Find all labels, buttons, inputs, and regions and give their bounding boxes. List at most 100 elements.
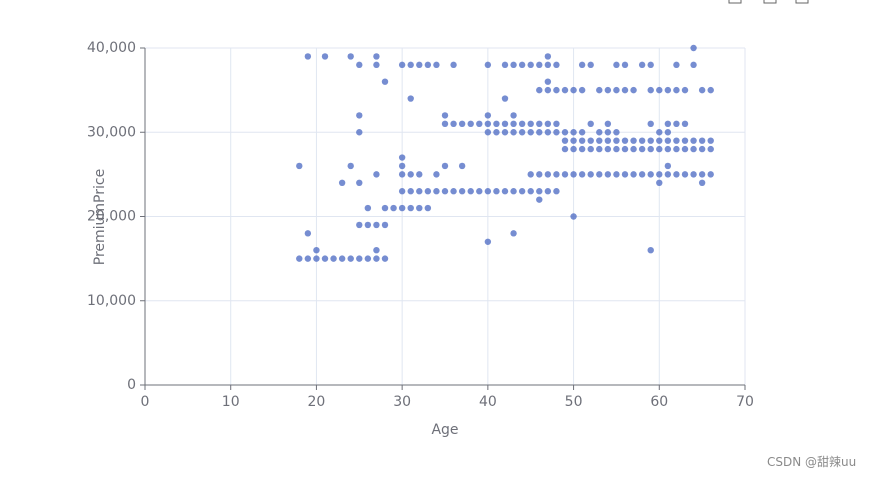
- y-tick-label: 20,000: [87, 209, 136, 225]
- point: [698, 145, 706, 153]
- point: [570, 145, 577, 153]
- point: [664, 137, 672, 144]
- point: [501, 129, 509, 136]
- point: [458, 120, 466, 128]
- point: [596, 171, 603, 178]
- point: [458, 188, 466, 195]
- point: [656, 129, 663, 136]
- point: [681, 137, 689, 144]
- point: [553, 120, 560, 128]
- point: [656, 145, 663, 153]
- point: [398, 162, 406, 170]
- point: [338, 255, 346, 262]
- point: [407, 204, 414, 212]
- point: [544, 129, 552, 136]
- y-tick-label: 0: [127, 377, 136, 393]
- point: [561, 129, 569, 136]
- point: [613, 171, 620, 178]
- point: [441, 112, 449, 119]
- point: [441, 162, 449, 170]
- point: [613, 61, 620, 69]
- point: [356, 129, 363, 136]
- point: [536, 120, 543, 128]
- point: [398, 204, 406, 212]
- point: [613, 129, 620, 136]
- point: [321, 53, 329, 60]
- x-tick-label: 10: [222, 394, 240, 410]
- point: [510, 188, 517, 195]
- point: [364, 255, 372, 262]
- point: [476, 120, 483, 128]
- point: [681, 171, 689, 178]
- point: [493, 120, 500, 128]
- point: [544, 188, 552, 195]
- point: [518, 129, 526, 136]
- point: [673, 86, 680, 94]
- point: [373, 255, 380, 262]
- point: [587, 120, 594, 128]
- point: [467, 188, 474, 195]
- point: [570, 86, 577, 94]
- point: [424, 61, 432, 69]
- point: [673, 171, 680, 178]
- point: [656, 179, 663, 186]
- point: [493, 188, 500, 195]
- point: [527, 120, 534, 128]
- toolbox-icon[interactable]: [763, 0, 777, 4]
- toolbox: [728, 0, 809, 4]
- point: [647, 171, 654, 178]
- point: [407, 171, 414, 178]
- point: [330, 255, 337, 262]
- point: [553, 86, 560, 94]
- point: [356, 61, 363, 69]
- point: [484, 120, 492, 128]
- point: [690, 137, 697, 144]
- x-tick-label: 30: [393, 394, 411, 410]
- point: [484, 61, 492, 69]
- point: [390, 204, 397, 212]
- point: [621, 171, 629, 178]
- point: [690, 61, 697, 69]
- point: [536, 129, 543, 136]
- toolbox-icon[interactable]: [728, 0, 742, 4]
- point: [604, 171, 612, 178]
- point: [673, 137, 680, 144]
- point: [630, 145, 637, 153]
- point: [510, 112, 517, 119]
- point: [638, 137, 646, 144]
- point: [424, 188, 432, 195]
- point: [621, 86, 629, 94]
- point: [304, 53, 312, 60]
- point: [373, 61, 380, 69]
- x-tick-label: 0: [141, 394, 150, 410]
- point: [398, 154, 406, 161]
- point: [313, 247, 320, 254]
- point: [510, 120, 517, 128]
- point: [510, 61, 517, 69]
- point: [621, 61, 629, 69]
- point: [544, 53, 552, 60]
- point: [553, 188, 560, 195]
- point: [338, 179, 346, 186]
- point: [673, 145, 680, 153]
- point: [381, 255, 389, 262]
- point: [304, 255, 312, 262]
- point: [441, 188, 449, 195]
- point: [707, 171, 714, 178]
- point: [596, 137, 603, 144]
- point: [381, 78, 389, 85]
- point: [347, 255, 354, 262]
- point: [501, 95, 509, 102]
- point: [296, 255, 303, 262]
- point: [441, 120, 449, 128]
- point: [518, 120, 526, 128]
- point: [424, 204, 432, 212]
- point: [364, 204, 372, 212]
- point: [416, 61, 423, 69]
- point: [450, 120, 457, 128]
- point: [647, 61, 654, 69]
- point: [647, 247, 654, 254]
- toolbox-icon[interactable]: [795, 0, 809, 4]
- point: [647, 120, 654, 128]
- x-tick-label: 60: [650, 394, 668, 410]
